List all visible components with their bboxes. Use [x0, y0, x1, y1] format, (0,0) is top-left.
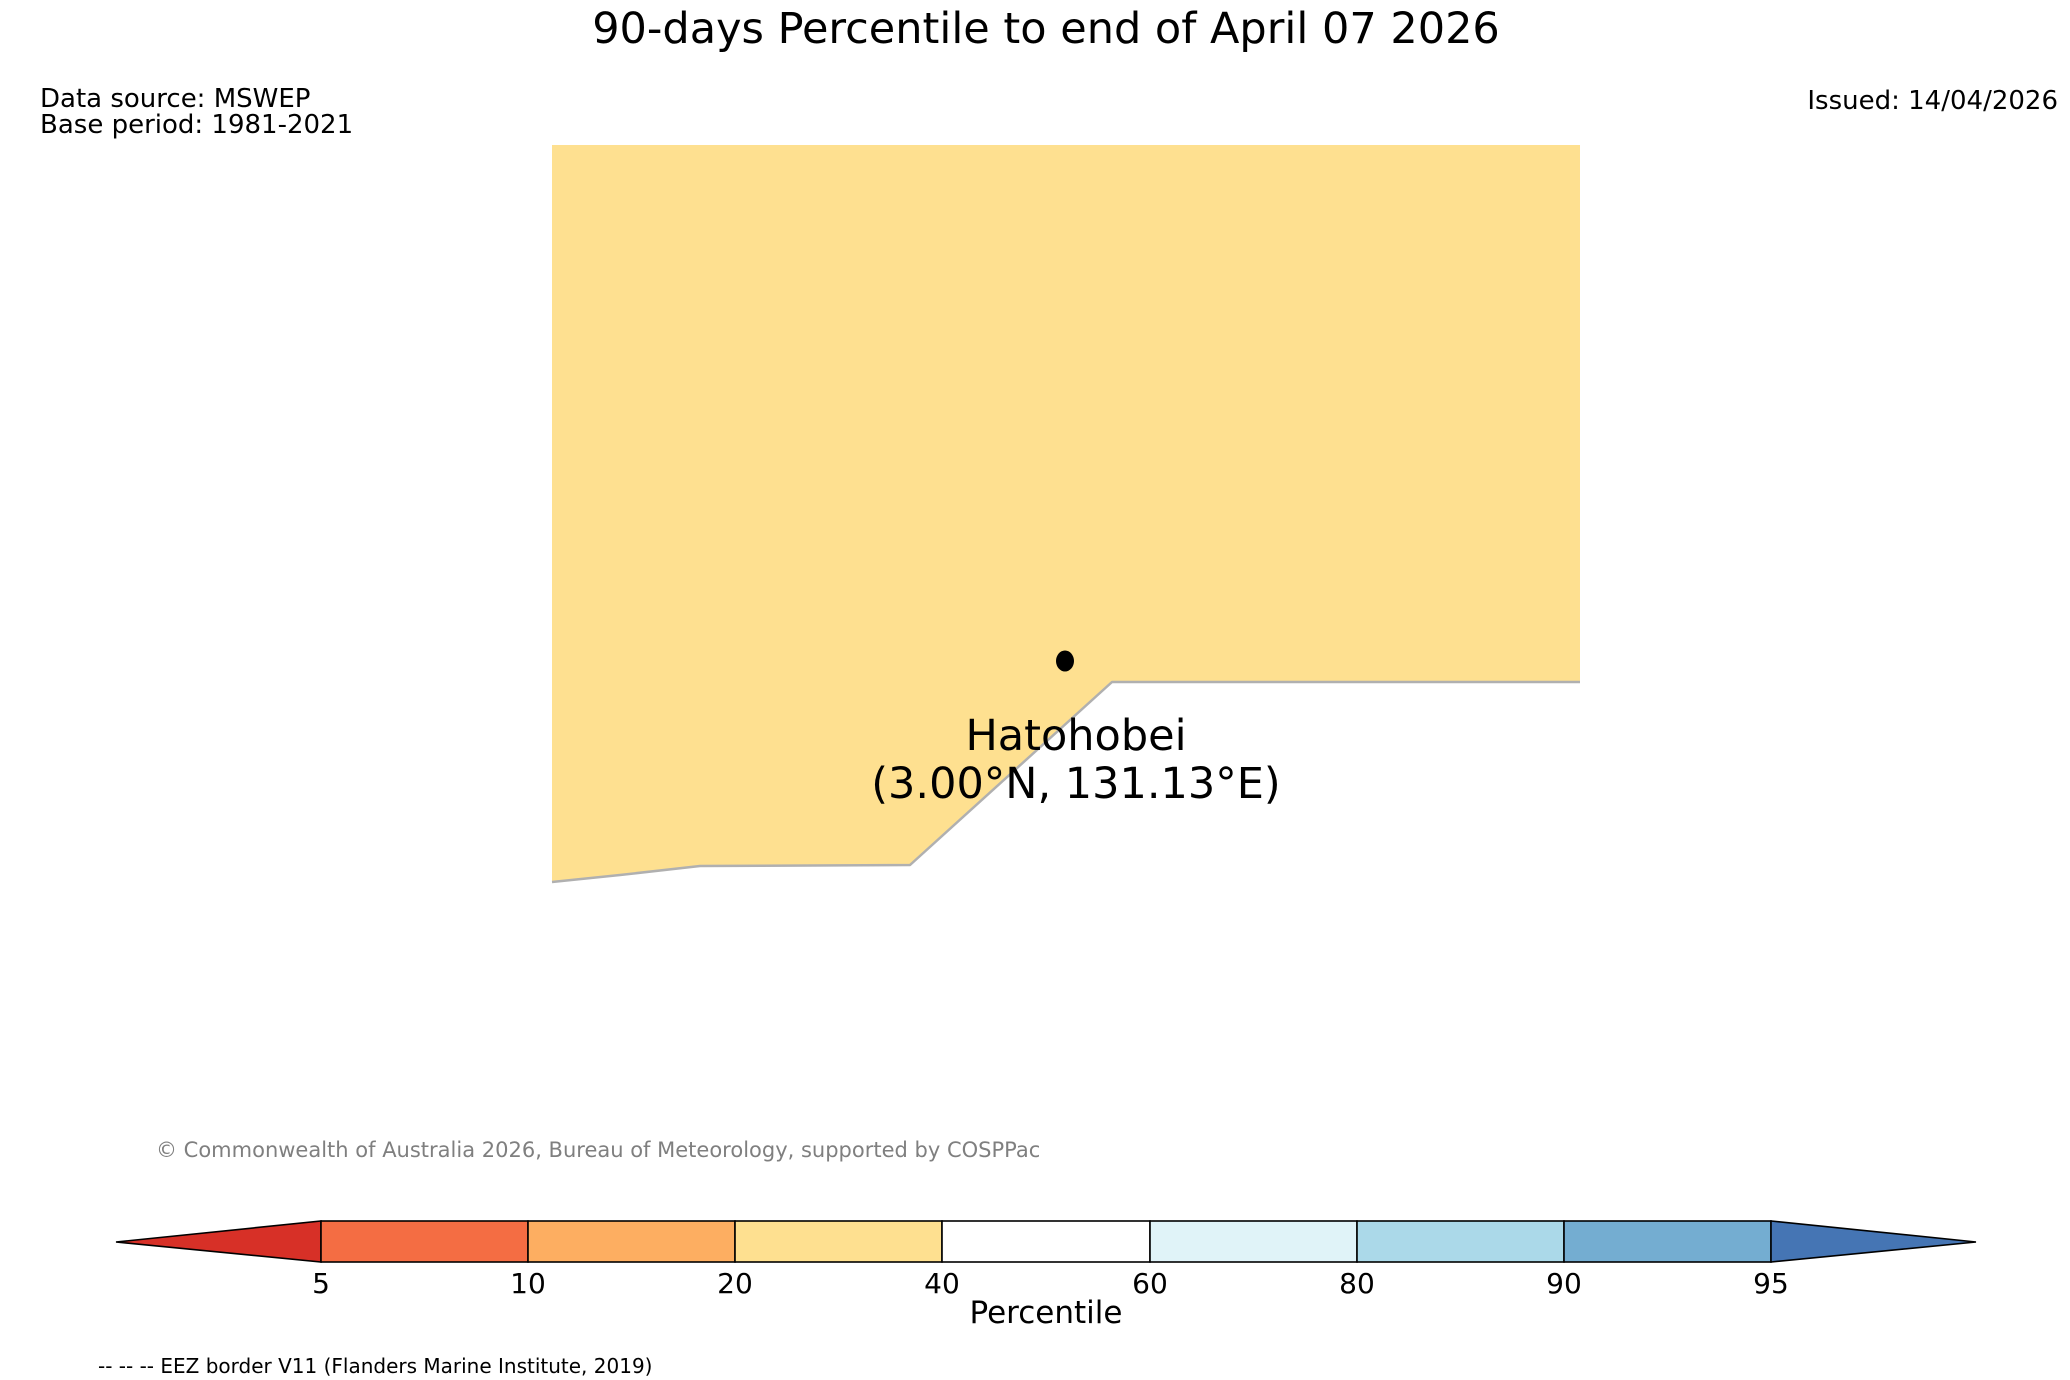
colorbar-tick: 90 — [1546, 1267, 1582, 1300]
station-label: Hatohobei (3.00°N, 131.13°E) — [871, 712, 1280, 808]
eez-border-line — [551, 680, 1580, 884]
eez-border-note: -- -- -- EEZ border V11 (Flanders Marine… — [98, 1354, 653, 1378]
copyright-note: © Commonwealth of Australia 2026, Bureau… — [156, 1138, 1041, 1162]
colorbar-segment — [1149, 1220, 1358, 1263]
colorbar-segment — [527, 1220, 736, 1263]
colorbar-segment — [1563, 1220, 1772, 1263]
colorbar-segment — [320, 1220, 529, 1263]
station-name: Hatohobei — [965, 711, 1187, 761]
colorbar-axis-label: Percentile — [969, 1295, 1123, 1331]
colorbar-tick: 60 — [1132, 1267, 1168, 1300]
colorbar-tick: 20 — [717, 1267, 753, 1300]
issued-label: Issued: 14/04/2026 — [1807, 86, 2058, 116]
colorbar-tick: 40 — [924, 1267, 960, 1300]
data-source-label: Data source: MSWEP — [40, 84, 311, 114]
eez-region-fill — [552, 145, 1580, 882]
colorbar-tick: 10 — [510, 1267, 546, 1300]
colorbar-tick: 5 — [312, 1267, 330, 1300]
base-period-label: Base period: 1981-2021 — [40, 110, 354, 140]
colorbar-segment — [734, 1220, 943, 1263]
station-coordinates: (3.00°N, 131.13°E) — [871, 759, 1281, 809]
data-source-block: Data source: MSWEP Base period: 1981-202… — [40, 86, 353, 138]
colorbar-segment — [941, 1220, 1151, 1263]
colorbar-left-arrow — [115, 1220, 322, 1263]
colorbar-tick: 95 — [1753, 1267, 1789, 1300]
eez-region — [551, 145, 1580, 884]
colorbar-segment — [1356, 1220, 1565, 1263]
page-title: 90-days Percentile to end of April 07 20… — [592, 4, 1500, 54]
colorbar-tick: 80 — [1339, 1267, 1375, 1300]
colorbar — [115, 1220, 1977, 1263]
colorbar-right-arrow — [1770, 1220, 1977, 1263]
station-marker — [1056, 650, 1074, 672]
